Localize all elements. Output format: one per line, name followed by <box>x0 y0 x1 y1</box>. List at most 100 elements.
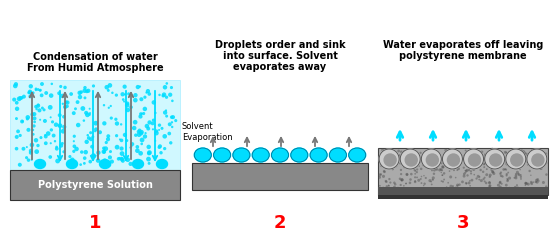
Point <box>495 181 504 185</box>
Point <box>439 180 448 183</box>
Point <box>462 182 471 185</box>
Point <box>380 170 389 174</box>
Point <box>386 191 394 195</box>
Point <box>159 94 168 98</box>
Point <box>396 183 405 187</box>
Point <box>403 173 412 176</box>
Point <box>416 186 425 190</box>
Point <box>529 148 537 152</box>
Point <box>496 180 505 184</box>
Point <box>155 145 163 149</box>
Point <box>85 113 94 117</box>
Point <box>390 185 399 189</box>
Point <box>55 124 64 128</box>
Point <box>79 119 88 122</box>
Point <box>13 107 22 111</box>
Point <box>148 127 157 131</box>
Point <box>168 115 177 119</box>
Point <box>145 151 154 155</box>
Point <box>470 166 479 170</box>
Circle shape <box>427 154 438 166</box>
Point <box>411 169 420 173</box>
Text: polystyrene membrane: polystyrene membrane <box>399 51 527 61</box>
Point <box>377 164 386 168</box>
Point <box>382 184 391 188</box>
Circle shape <box>527 149 547 169</box>
Point <box>145 161 153 165</box>
Point <box>162 81 171 85</box>
Point <box>478 150 486 154</box>
Point <box>542 161 551 165</box>
Point <box>66 92 75 96</box>
Point <box>25 90 34 94</box>
Point <box>390 181 399 185</box>
Point <box>23 115 32 119</box>
Point <box>411 175 419 179</box>
Circle shape <box>511 154 523 166</box>
Point <box>479 177 488 181</box>
Point <box>123 103 132 107</box>
Point <box>406 178 415 182</box>
Point <box>482 156 491 160</box>
Point <box>514 172 523 176</box>
Point <box>419 174 428 178</box>
Point <box>120 100 129 104</box>
Point <box>167 86 176 89</box>
Point <box>523 187 532 191</box>
Point <box>57 85 65 88</box>
Point <box>32 138 40 142</box>
Point <box>529 180 538 184</box>
Point <box>456 157 465 161</box>
Point <box>124 158 132 162</box>
Point <box>488 153 497 157</box>
Point <box>381 190 390 194</box>
Point <box>157 126 166 130</box>
Point <box>32 105 40 109</box>
Point <box>72 147 81 151</box>
Point <box>151 139 160 143</box>
Point <box>117 122 126 126</box>
Point <box>55 113 64 117</box>
Point <box>395 153 404 157</box>
Point <box>425 150 434 154</box>
Point <box>480 162 489 166</box>
Point <box>449 184 458 188</box>
Point <box>397 179 406 182</box>
Point <box>486 165 495 168</box>
Point <box>434 156 443 160</box>
Point <box>437 161 446 165</box>
Point <box>449 168 458 172</box>
Point <box>397 150 406 154</box>
Point <box>104 137 112 141</box>
Point <box>458 189 467 193</box>
Point <box>485 180 494 184</box>
Point <box>141 107 150 111</box>
Point <box>472 177 481 181</box>
Point <box>419 163 428 167</box>
Point <box>68 158 77 162</box>
Point <box>56 125 65 129</box>
Point <box>441 159 450 163</box>
Point <box>52 123 60 127</box>
Point <box>155 128 163 132</box>
Ellipse shape <box>214 148 230 162</box>
Ellipse shape <box>132 159 143 168</box>
Point <box>491 189 500 193</box>
Point <box>78 150 86 154</box>
Point <box>430 168 439 172</box>
Point <box>509 160 517 164</box>
Point <box>509 187 518 191</box>
Point <box>63 104 71 108</box>
Point <box>89 154 98 158</box>
Point <box>502 174 511 177</box>
Point <box>441 154 450 158</box>
Point <box>99 146 108 150</box>
Bar <box>378 187 548 195</box>
Point <box>10 98 19 102</box>
Point <box>398 178 407 182</box>
Point <box>162 114 171 118</box>
Point <box>441 162 450 165</box>
Point <box>88 145 96 149</box>
Point <box>84 89 93 93</box>
Point <box>161 85 170 89</box>
